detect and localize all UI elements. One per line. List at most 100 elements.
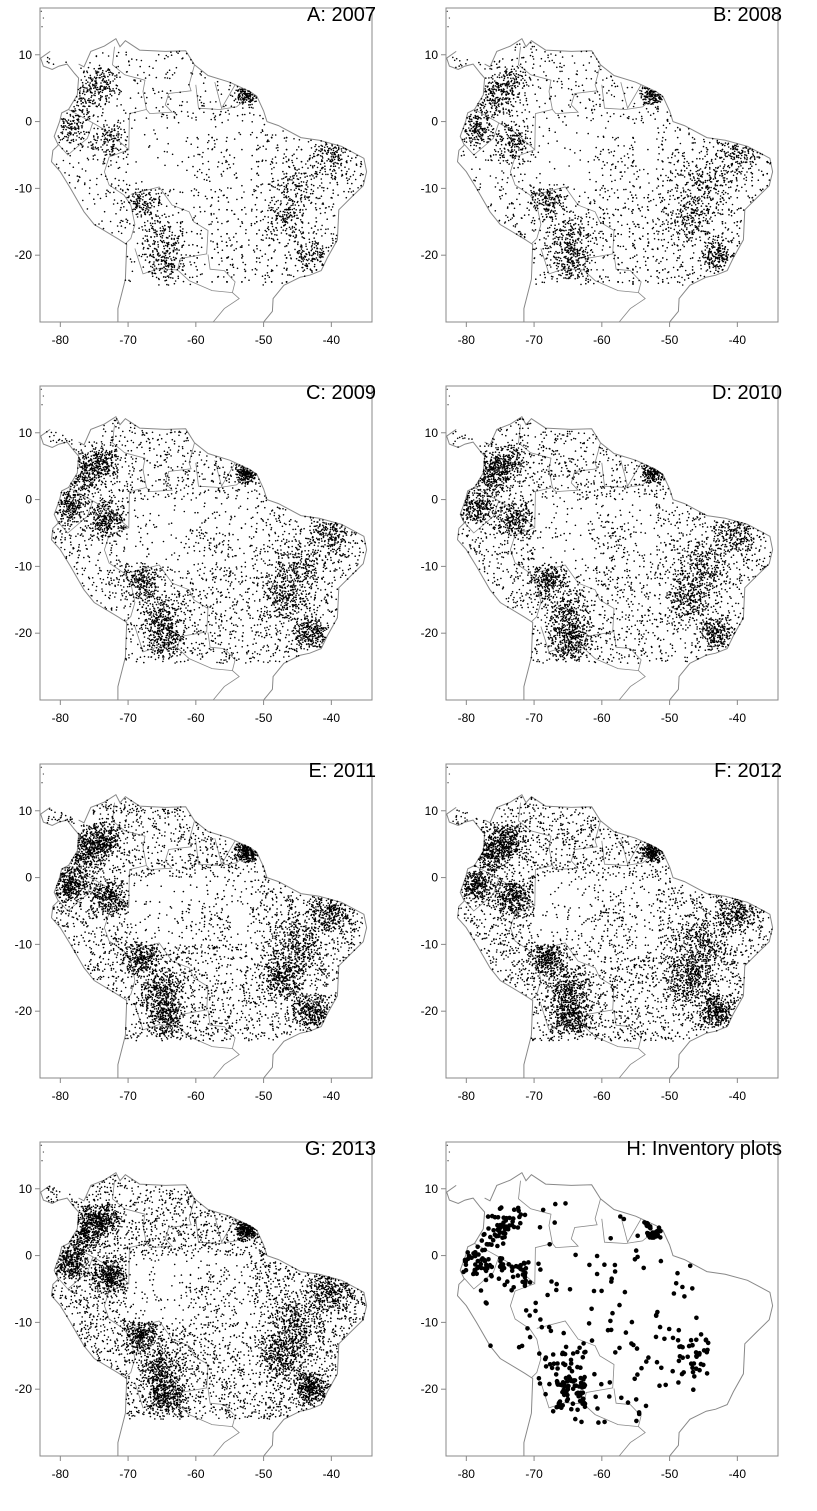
island-dot — [42, 1151, 45, 1153]
country-border — [214, 460, 236, 488]
y-tick-label: 0 — [25, 871, 32, 885]
map-canvas: -80 -70 -60 -50 -40 10 0 -10 -20 — [421, 1141, 779, 1481]
plot-frame — [445, 7, 779, 323]
x-tick-label: -70 — [525, 1089, 543, 1103]
country-border — [146, 64, 195, 115]
y-tick-label: -20 — [15, 1004, 33, 1018]
country-border — [474, 802, 553, 907]
x-tick-label: -80 — [458, 1467, 476, 1481]
country-border — [177, 1010, 236, 1050]
country-border — [618, 292, 646, 322]
country-border — [130, 1320, 209, 1409]
country-border — [214, 82, 236, 110]
map-canvas: -80 -70 -60 -50 -40 10 0 -10 -20 — [421, 385, 779, 725]
country-border — [509, 1283, 542, 1379]
x-tick-label: -50 — [255, 711, 273, 725]
x-tick-label: -60 — [187, 333, 205, 347]
occurrence-points — [46, 798, 364, 1042]
country-border — [474, 424, 553, 529]
y-tick-label: -10 — [421, 559, 439, 573]
island-dot — [40, 10, 43, 13]
x-tick-label: -70 — [119, 1089, 137, 1103]
y-tick-label: 0 — [25, 115, 32, 129]
island-dot — [442, 417, 443, 418]
panel-title: B: 2008 — [713, 4, 782, 27]
island-dot — [447, 404, 449, 406]
country-border — [509, 905, 542, 1001]
x-tick-label: -50 — [661, 711, 679, 725]
country-border — [212, 1426, 240, 1456]
y-tick-label: 10 — [19, 48, 33, 62]
y-tick-label: -10 — [15, 1315, 33, 1329]
x-tick-label: -70 — [525, 1467, 543, 1481]
country-border — [536, 564, 615, 653]
island-dot — [448, 773, 451, 775]
coastline — [446, 1171, 774, 1456]
x-tick-label: -50 — [661, 1089, 679, 1103]
island-dot — [447, 782, 449, 784]
country-border — [618, 1048, 646, 1078]
country-border — [536, 942, 615, 1031]
country-border — [130, 942, 209, 1031]
occurrence-points — [46, 50, 365, 286]
x-tick-label: -50 — [661, 1467, 679, 1481]
y-tick-label: -20 — [15, 626, 33, 640]
map-panel-a: -80 -70 -60 -50 -40 10 0 -10 -20 A: 2007 — [0, 0, 380, 370]
country-border — [212, 670, 240, 700]
country-border — [620, 838, 642, 866]
occurrence-points — [452, 42, 772, 286]
country-border — [464, 122, 500, 156]
island-dot — [448, 17, 451, 19]
y-tick-label: -20 — [421, 248, 439, 262]
occurrence-points — [452, 418, 772, 664]
plot-frame — [445, 385, 779, 701]
country-border — [620, 1216, 642, 1244]
x-tick-label: -40 — [323, 333, 341, 347]
y-tick-label: -20 — [421, 1004, 439, 1018]
y-tick-label: -10 — [421, 181, 439, 195]
country-border — [103, 527, 136, 623]
y-tick-label: 0 — [431, 115, 438, 129]
island-dot — [41, 1160, 43, 1162]
x-tick-label: -70 — [119, 333, 137, 347]
x-tick-label: -50 — [255, 333, 273, 347]
y-tick-label: -10 — [421, 937, 439, 951]
y-tick-label: -10 — [421, 1315, 439, 1329]
map-canvas: -80 -70 -60 -50 -40 10 0 -10 -20 — [421, 763, 779, 1103]
island-dot — [38, 787, 39, 788]
country-border — [583, 1010, 642, 1050]
panel-title: G: 2013 — [305, 1138, 376, 1161]
y-tick-label: 0 — [25, 1249, 32, 1263]
y-tick-label: -20 — [15, 1382, 33, 1396]
country-border — [552, 442, 601, 493]
plot-frame — [39, 1141, 373, 1457]
country-border — [68, 1180, 147, 1285]
map-canvas: -80 -70 -60 -50 -40 10 0 -10 -20 — [15, 385, 373, 725]
island-dot — [444, 1165, 445, 1166]
island-dot — [444, 409, 445, 410]
coastline — [446, 793, 774, 1078]
x-tick-label: -40 — [729, 1089, 747, 1103]
y-tick-label: -20 — [421, 626, 439, 640]
x-tick-label: -50 — [255, 1089, 273, 1103]
plot-frame — [445, 763, 779, 1079]
country-border — [620, 82, 642, 110]
x-tick-label: -80 — [458, 711, 476, 725]
panel-title: F: 2012 — [714, 760, 782, 783]
panel-title: H: Inventory plots — [626, 1138, 782, 1161]
panel-title: A: 2007 — [307, 4, 376, 27]
y-tick-label: -10 — [15, 937, 33, 951]
country-border — [212, 1048, 240, 1078]
country-border — [177, 254, 236, 294]
plot-frame — [39, 763, 373, 1079]
country-border — [620, 460, 642, 488]
island-dot — [442, 1173, 443, 1174]
x-tick-label: -80 — [458, 333, 476, 347]
coastline — [446, 415, 774, 700]
island-dot — [36, 417, 37, 418]
country-border — [509, 149, 542, 245]
island-dot — [444, 787, 445, 788]
island-dot — [446, 10, 449, 13]
coastline — [40, 793, 368, 1078]
y-tick-label: 10 — [425, 804, 439, 818]
